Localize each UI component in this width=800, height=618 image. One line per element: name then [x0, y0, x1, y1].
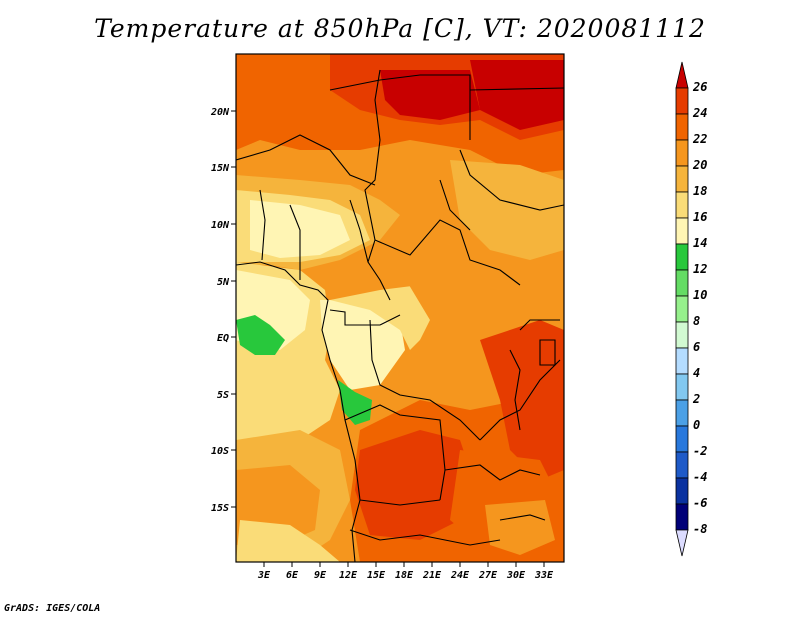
colorbar-label: 20	[692, 158, 707, 172]
lat-tick-label: 20N	[210, 107, 230, 118]
colorbar-label: -4	[693, 470, 707, 484]
lon-tick-label: 24E	[450, 570, 470, 581]
colorbar-label: 8	[693, 314, 700, 328]
temperature-field	[236, 54, 564, 562]
colorbar-label: -8	[693, 522, 707, 536]
lat-tick-label: EQ	[217, 333, 229, 344]
colorbar-label: 22	[692, 132, 707, 146]
lat-axis: 20N 15N 10N 5N EQ 5S 10S 15S	[210, 107, 236, 514]
colorbar-label: 14	[693, 236, 707, 250]
colorbar-swatch	[675, 243, 689, 271]
lon-tick-label: 27E	[478, 570, 498, 581]
colorbar-label: 4	[693, 366, 700, 380]
colorbar-swatch	[675, 191, 689, 219]
country-borders	[236, 69, 564, 562]
colorbar-label: -2	[693, 444, 707, 458]
colorbar-swatch	[675, 399, 689, 427]
colorbar-swatch	[675, 529, 689, 557]
colorbar-swatch	[675, 139, 689, 167]
lon-tick-label: 30E	[506, 570, 526, 581]
lat-tick-label: 10S	[211, 446, 229, 457]
lon-tick-label: 33E	[534, 570, 554, 581]
colorbar-swatch	[675, 425, 689, 453]
colorbar-label: 6	[693, 340, 700, 354]
colorbar-label: 12	[693, 262, 707, 276]
colorbar-swatch	[675, 373, 689, 401]
colorbar-label: 16	[693, 210, 707, 224]
colorbar-swatch	[675, 295, 689, 323]
colorbar-swatch	[675, 477, 689, 505]
lon-axis: 3E 6E 9E 12E 15E 18E 21E 24E 27E 30E 33E	[257, 562, 554, 581]
lat-tick-label: 5N	[217, 277, 230, 288]
colorbar-swatch	[675, 269, 689, 297]
colorbar-label: 26	[692, 80, 707, 94]
colorbar-swatch	[675, 217, 689, 245]
lon-tick-label: 15E	[367, 570, 386, 581]
colorbar: 26 24 22 20 18 16 14 12 10 8 6 4 2 0 -2 …	[675, 61, 707, 557]
lon-tick-label: 9E	[314, 570, 327, 581]
lat-tick-label: 5S	[217, 390, 229, 401]
lon-tick-label: 18E	[395, 570, 414, 581]
colorbar-label: 24	[692, 106, 707, 120]
colorbar-label: 10	[693, 288, 707, 302]
map-title: Temperature at 850hPa [C], VT: 202008111…	[94, 14, 706, 43]
colorbar-swatch	[675, 503, 689, 531]
colorbar-swatch	[675, 347, 689, 375]
colorbar-label: 2	[692, 392, 700, 406]
lon-tick-label: 6E	[286, 570, 299, 581]
colorbar-swatches	[675, 61, 689, 557]
map-frame	[235, 53, 565, 563]
colorbar-swatch	[675, 61, 689, 89]
grads-credit: GrADS: IGES/COLA	[4, 603, 101, 614]
lat-tick-label: 15N	[211, 163, 230, 174]
colorbar-swatch	[675, 451, 689, 479]
colorbar-swatch	[675, 165, 689, 193]
lon-tick-label: 21E	[422, 570, 442, 581]
lon-tick-label: 3E	[257, 570, 271, 581]
colorbar-swatch	[675, 113, 689, 141]
colorbar-swatch	[675, 87, 689, 115]
lat-tick-label: 10N	[211, 220, 230, 231]
colorbar-swatch	[675, 321, 689, 349]
lon-tick-label: 12E	[339, 570, 358, 581]
colorbar-label: -6	[693, 496, 707, 510]
colorbar-label: 18	[693, 184, 707, 198]
lat-tick-label: 15S	[211, 503, 229, 514]
colorbar-label: 0	[693, 418, 700, 432]
